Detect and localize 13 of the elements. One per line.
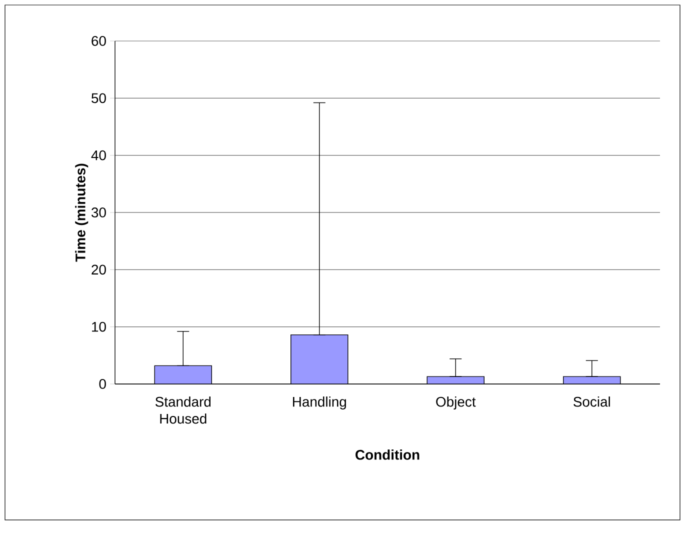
y-axis-title: Time (minutes) (75, 164, 88, 262)
y-tick-label: 20 (92, 264, 106, 275)
y-tick-label: 0 (99, 379, 106, 389)
x-tick-label: Object (436, 396, 476, 410)
x-tick-label: Social (574, 396, 610, 407)
y-tick-label: 30 (92, 208, 106, 218)
y-tick-label: 10 (92, 322, 106, 332)
x-tick-label: Standard Housed (155, 396, 211, 424)
x-axis-title: Condition (356, 450, 420, 460)
x-tick-label: Handling (292, 396, 346, 410)
y-tick-label: 60 (92, 36, 106, 46)
y-tick-label: 50 (92, 93, 106, 104)
y-tick-label: 40 (91, 150, 106, 160)
